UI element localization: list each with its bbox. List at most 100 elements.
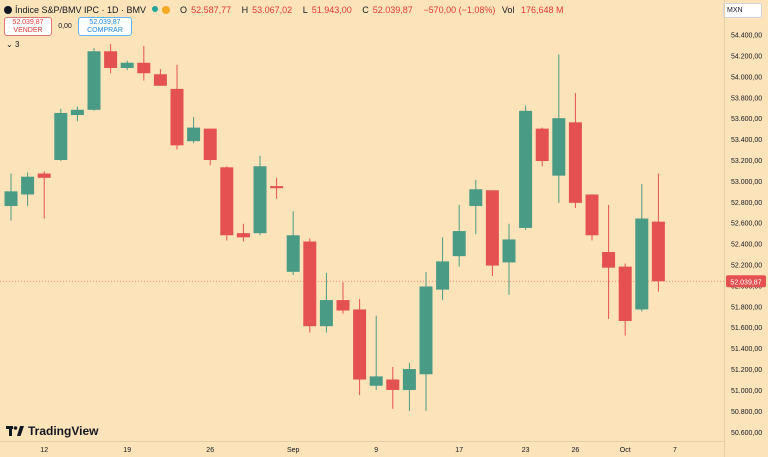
- buy-price: 52.039,87: [89, 18, 121, 26]
- candle-body: [54, 112, 68, 160]
- candle-body: [153, 74, 167, 86]
- candle-body: [319, 300, 333, 327]
- candle-body: [369, 376, 383, 386]
- candle-body: [452, 231, 466, 257]
- x-tick-label: 23: [522, 447, 530, 454]
- x-tick-label: Sep: [287, 447, 300, 454]
- last-price-badge: [726, 275, 766, 288]
- x-tick-label: 9: [374, 447, 378, 454]
- candle-body: [535, 128, 549, 162]
- candle-body: [104, 51, 118, 68]
- y-tick-label: 53.800,00: [731, 95, 762, 102]
- y-tick-label: 53.200,00: [731, 158, 762, 165]
- candle-body: [253, 166, 267, 234]
- x-tick-label: 26: [206, 447, 214, 454]
- y-tick-label: 51.000,00: [731, 388, 762, 395]
- indicators-toggle[interactable]: ⌄ 3: [6, 40, 19, 49]
- candle-body: [286, 235, 300, 272]
- close-label: C: [362, 5, 369, 15]
- y-tick-label: 53.600,00: [731, 116, 762, 123]
- volume-value: 176,648 M: [520, 5, 564, 15]
- x-tick-label: Oct: [620, 447, 631, 454]
- tradingview-logo[interactable]: TradingView: [6, 424, 98, 438]
- candle-body: [552, 118, 566, 176]
- candle-body: [618, 266, 632, 321]
- candle-body: [386, 379, 400, 390]
- y-tick-label: 54.000,00: [731, 74, 762, 81]
- x-tick-label: 26: [572, 447, 580, 454]
- candle-body: [270, 186, 284, 189]
- sell-label: VENDER: [13, 26, 43, 34]
- volume-label: Vol: [501, 5, 515, 15]
- symbol-icon: [4, 6, 12, 14]
- y-tick-label: 50.600,00: [731, 430, 762, 437]
- brand-name: TradingView: [28, 424, 99, 438]
- y-tick-label: 50.800,00: [731, 409, 762, 416]
- sell-button[interactable]: 52.039,87 VENDER: [4, 17, 52, 36]
- candle-body: [436, 261, 450, 290]
- candle-body: [651, 221, 665, 282]
- y-tick-label: 52.200,00: [731, 263, 762, 270]
- y-tick-label: 52.800,00: [731, 200, 762, 207]
- y-tick-label: 54.200,00: [731, 53, 762, 60]
- y-tick-label: 51.200,00: [731, 367, 762, 374]
- candle-body: [303, 241, 317, 327]
- x-tick-label: 19: [123, 447, 131, 454]
- x-tick-label: 7: [673, 447, 677, 454]
- candle-body: [519, 110, 533, 228]
- symbol-title[interactable]: Índice S&P/BMV IPC · 1D · BMV: [15, 5, 147, 15]
- candle-body: [602, 251, 616, 268]
- candle-body: [21, 176, 35, 195]
- indicators-count: 3: [14, 40, 20, 49]
- x-tick-label: 17: [455, 447, 463, 454]
- candle-body: [585, 194, 599, 236]
- candle-body: [568, 122, 582, 203]
- chevron-down-icon: ⌄: [6, 40, 13, 49]
- candle-body: [203, 128, 217, 160]
- candle-body: [187, 127, 201, 142]
- y-tick-label: 54.400,00: [731, 33, 762, 40]
- buy-button[interactable]: 52.039,87 COMPRAR: [78, 17, 132, 36]
- candle-body: [402, 369, 416, 390]
- high-label: H: [241, 5, 249, 15]
- dollar-icon: [162, 6, 171, 14]
- candle-body: [502, 239, 516, 263]
- candle-body: [120, 62, 134, 68]
- y-tick-label: 51.600,00: [731, 325, 762, 332]
- tradingview-logo-icon: [6, 426, 24, 436]
- ohlc-readout: O 52.587,77 H 53.067,02 L 51.943,00 C 52.039…: [180, 5, 571, 15]
- y-tick-label: 53.400,00: [731, 137, 762, 144]
- candle-body: [469, 189, 483, 206]
- y-tick-label: 51.800,00: [731, 304, 762, 311]
- candle-body: [4, 191, 18, 206]
- symbol-header: Índice S&P/BMV IPC · 1D · BMV O 52.587,77…: [4, 3, 571, 17]
- high-value: 53.067,02: [252, 5, 293, 15]
- candle-body: [170, 88, 184, 146]
- candle-body: [137, 62, 151, 74]
- y-tick-label: 52.400,00: [731, 242, 762, 249]
- open-label: O: [180, 5, 188, 15]
- close-value: 52.039,87: [372, 5, 413, 15]
- candle-body: [635, 218, 649, 310]
- trade-panel: 52.039,87 VENDER 0,00 52.039,87 COMPRAR: [4, 17, 132, 36]
- low-value: 51.943,00: [311, 5, 352, 15]
- candle-body: [353, 309, 367, 380]
- candle-body: [70, 109, 84, 116]
- sell-price: 52.039,87: [12, 18, 44, 26]
- y-tick-label: 51.400,00: [731, 346, 762, 353]
- spread-value: 0,00: [58, 23, 72, 30]
- currency-select[interactable]: MXN: [723, 3, 762, 18]
- y-tick-label: 53.000,00: [731, 179, 762, 186]
- candle-body: [336, 300, 350, 311]
- last-price-label: 52.039,87: [730, 279, 761, 286]
- candle-body: [37, 173, 51, 178]
- candle-body: [419, 286, 433, 375]
- candle-body: [485, 190, 499, 266]
- candle-body: [87, 51, 101, 110]
- x-tick-label: 12: [40, 447, 48, 454]
- y-tick-label: 52.600,00: [731, 221, 762, 228]
- buy-label: COMPRAR: [87, 26, 123, 34]
- open-value: 52.587,77: [191, 5, 232, 15]
- candle-body: [220, 167, 234, 236]
